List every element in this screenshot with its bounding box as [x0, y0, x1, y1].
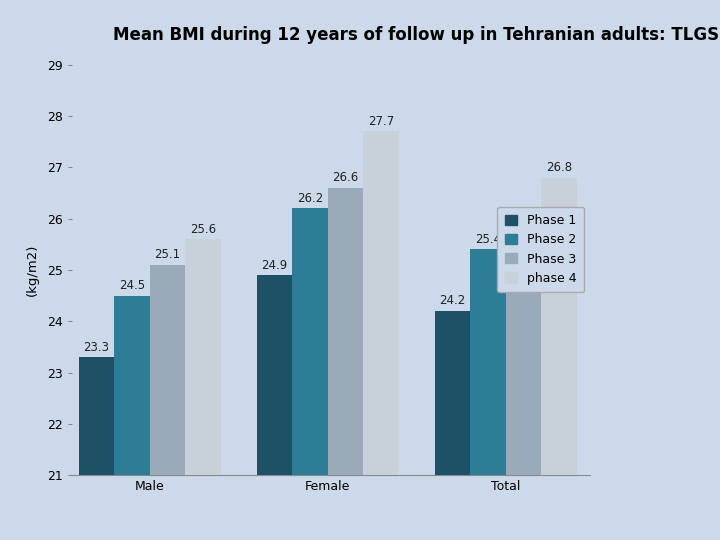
Legend: Phase 1, Phase 2, Phase 3, phase 4: Phase 1, Phase 2, Phase 3, phase 4 [497, 207, 584, 292]
Bar [506, 224, 541, 475]
Text: 24.9: 24.9 [261, 259, 287, 272]
Text: 25.1: 25.1 [155, 248, 181, 261]
Text: 26.6: 26.6 [333, 171, 359, 184]
Bar [541, 178, 577, 475]
Text: 26.2: 26.2 [297, 192, 323, 205]
Text: 24.5: 24.5 [119, 279, 145, 292]
Text: 25.6: 25.6 [190, 222, 216, 235]
Text: 25.4: 25.4 [475, 233, 501, 246]
Bar [114, 296, 150, 475]
Y-axis label: (kg/m2): (kg/m2) [26, 244, 39, 296]
Bar [470, 249, 506, 475]
Text: 23.3: 23.3 [84, 341, 109, 354]
Bar [328, 188, 364, 475]
Text: Mean BMI during 12 years of follow up in Tehranian adults: TLGS: Mean BMI during 12 years of follow up in… [114, 26, 719, 44]
Bar [292, 208, 328, 475]
Text: 25.9: 25.9 [510, 207, 536, 220]
Bar [78, 357, 114, 475]
Bar [364, 132, 399, 475]
Text: 24.2: 24.2 [439, 294, 466, 307]
Bar [186, 239, 221, 475]
Text: 27.7: 27.7 [368, 115, 395, 128]
Bar [256, 275, 292, 475]
Bar [150, 265, 186, 475]
Text: 26.8: 26.8 [546, 161, 572, 174]
Bar [435, 311, 470, 475]
